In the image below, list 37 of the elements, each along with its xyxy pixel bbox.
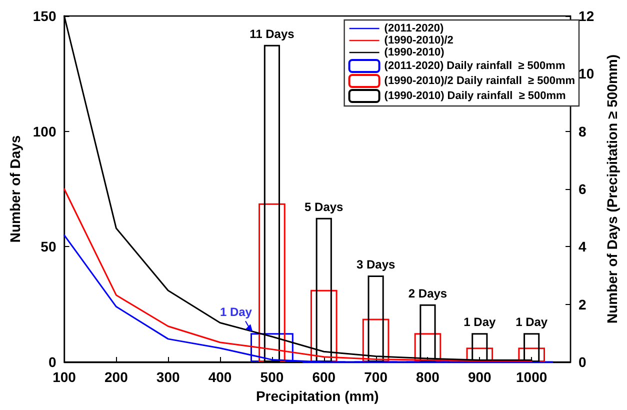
y-tick-label: 50 xyxy=(40,238,56,255)
x-tick-label: 100 xyxy=(52,369,76,385)
y-tick-label: 150 xyxy=(32,8,56,24)
data-label: 3 Days xyxy=(356,258,396,272)
x-tick-label: 600 xyxy=(312,369,336,385)
y-tick-label: 100 xyxy=(32,123,56,140)
y2-tick-label: 8 xyxy=(578,123,587,140)
data-label: 2 Days xyxy=(408,286,448,300)
legend-label: (1990-2010)/2 Daily rainfall ≥ 500mm xyxy=(384,75,576,87)
legend-label: (1990-2010) Daily rainfall ≥ 500mm xyxy=(384,90,566,102)
data-label: 11 Days xyxy=(250,26,295,41)
x-tick-label: 200 xyxy=(104,369,128,385)
data-label: 1 Day xyxy=(220,305,252,320)
x-tick-label: 500 xyxy=(260,369,284,385)
legend-label: (1990-2010) xyxy=(384,46,445,58)
legend-label: (1990-2010)/2 xyxy=(384,34,454,46)
legend-label: (2011-2020) xyxy=(384,22,444,34)
x-tick-label: 700 xyxy=(364,369,388,385)
y2-tick-label: 6 xyxy=(578,181,587,197)
y2-tick-label: 0 xyxy=(578,354,587,370)
x-tick-label: 400 xyxy=(208,369,232,385)
y2-tick-label: 10 xyxy=(578,66,594,82)
y-tick-label: 0 xyxy=(48,354,56,370)
y2-tick-label: 12 xyxy=(578,8,594,24)
legend-label: (2011-2020) Daily rainfall ≥ 500mm xyxy=(384,60,566,72)
x-tick-label: 900 xyxy=(468,369,492,385)
x-tick-label: 800 xyxy=(416,369,440,385)
data-label: 1 Day xyxy=(516,315,548,330)
data-label: 1 Day xyxy=(464,315,496,330)
y-axis-title: Number of Days xyxy=(7,135,23,243)
x-tick-label: 300 xyxy=(156,369,180,385)
y2-tick-label: 4 xyxy=(578,238,587,255)
x-axis-title: Precipitation (mm) xyxy=(256,388,379,404)
y2-axis-title: Number of Days (Precipitation ≥ 500mm) xyxy=(604,54,620,324)
x-tick-label: 1000 xyxy=(516,369,548,385)
y2-tick-label: 2 xyxy=(578,296,587,312)
data-label: 5 Days xyxy=(304,200,344,214)
